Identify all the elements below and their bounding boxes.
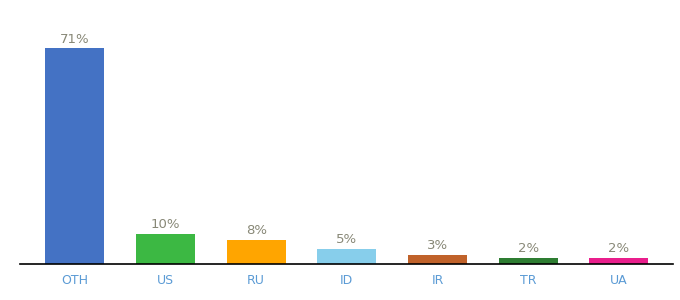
Bar: [46, 48, 104, 264]
Text: 5%: 5%: [336, 233, 358, 246]
Text: 8%: 8%: [245, 224, 267, 237]
Text: 10%: 10%: [151, 218, 180, 231]
Bar: [318, 249, 376, 264]
Bar: [136, 234, 195, 264]
Text: 3%: 3%: [427, 239, 448, 253]
Text: 2%: 2%: [608, 242, 630, 256]
Bar: [408, 255, 467, 264]
Text: 71%: 71%: [60, 33, 90, 46]
Bar: [590, 258, 648, 264]
Bar: [498, 258, 558, 264]
Text: 2%: 2%: [517, 242, 539, 256]
Bar: [226, 240, 286, 264]
